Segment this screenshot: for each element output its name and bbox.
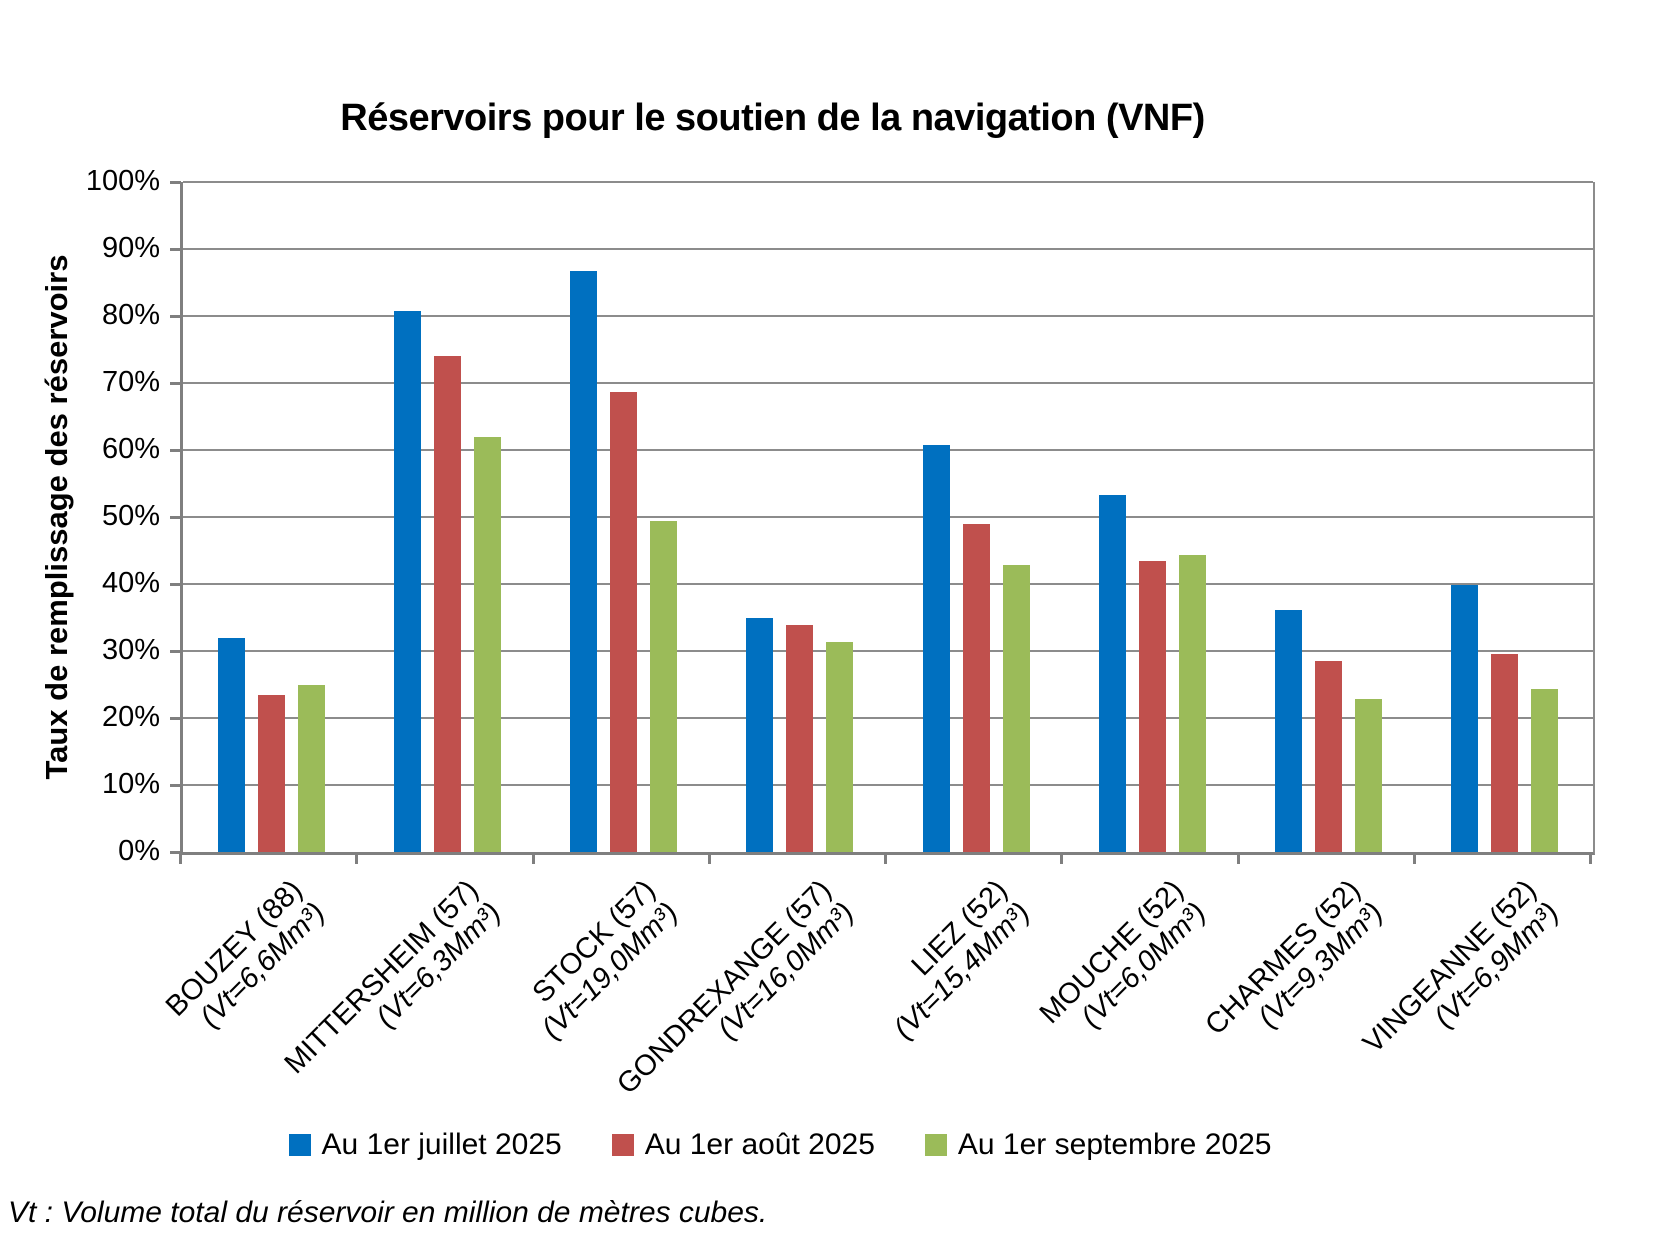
legend: Au 1er juillet 2025 Au 1er août 2025 Au 1e… xyxy=(0,1128,1560,1162)
bar xyxy=(297,684,325,852)
gridline-70 xyxy=(183,382,1593,384)
gridline-100 xyxy=(183,181,1593,183)
x-tick-mark xyxy=(707,852,711,864)
bar xyxy=(433,356,461,852)
gridline-80 xyxy=(183,315,1593,317)
y-tick-label: 60% xyxy=(101,433,160,465)
legend-label: Au 1er juillet 2025 xyxy=(321,1128,562,1161)
y-tick-label: 10% xyxy=(101,768,160,800)
x-tick-mark xyxy=(179,852,182,864)
bar xyxy=(650,521,678,852)
gridline-20 xyxy=(183,717,1593,719)
x-tick-mark xyxy=(355,852,359,864)
x-tick-mark xyxy=(884,852,887,864)
legend-item: Au 1er juillet 2025 xyxy=(288,1128,562,1162)
bar-group-8 xyxy=(1417,182,1593,852)
gridline-60 xyxy=(183,449,1593,451)
bar xyxy=(217,637,245,852)
legend-item: Au 1er août 2025 xyxy=(611,1128,875,1162)
y-tick-mark xyxy=(170,516,181,519)
legend-swatch xyxy=(924,1134,947,1156)
bar xyxy=(610,392,638,852)
y-tick-mark xyxy=(170,315,181,318)
x-category-label: VINGEANNE (52) (Vt=6,9Mm³) xyxy=(1090,874,1565,1060)
y-tick-label: 40% xyxy=(101,567,160,599)
y-tick-mark xyxy=(170,717,181,720)
legend-label: Au 1er septembre 2025 xyxy=(957,1128,1272,1161)
y-tick-label: 80% xyxy=(101,299,160,331)
y-tick-mark xyxy=(170,851,181,854)
bar xyxy=(1315,661,1343,852)
bar xyxy=(786,624,814,852)
x-tick-mark xyxy=(1060,852,1064,864)
y-tick-mark xyxy=(170,784,181,787)
bar-group-3 xyxy=(536,182,712,852)
bar-group-5 xyxy=(888,182,1064,852)
bar xyxy=(1138,560,1166,852)
bar xyxy=(257,695,285,852)
bar xyxy=(473,436,501,852)
y-tick-label: 90% xyxy=(101,232,160,264)
bar xyxy=(962,524,990,852)
bar xyxy=(1002,564,1030,852)
bar-group-6 xyxy=(1064,182,1240,852)
bar xyxy=(826,641,854,852)
bar xyxy=(746,618,774,852)
gridline-10 xyxy=(183,784,1593,786)
y-tick-mark xyxy=(170,248,181,251)
bar xyxy=(1491,654,1519,852)
x-category-label-text: VINGEANNE (52) (Vt=6,9Mm³) xyxy=(1216,874,1565,1223)
gridline-40 xyxy=(183,583,1593,585)
bar-group-1 xyxy=(183,182,359,852)
bar-group-4 xyxy=(712,182,888,852)
y-tick-label: 50% xyxy=(101,500,160,532)
x-tick-mark xyxy=(1236,852,1240,864)
y-tick-label: 20% xyxy=(101,701,160,733)
x-tick-mark xyxy=(1412,852,1416,864)
footnote: Vt : Volume total du réservoir en millio… xyxy=(8,1196,768,1229)
plot-area xyxy=(180,181,1595,855)
bar xyxy=(1098,494,1126,852)
gridline-30 xyxy=(183,650,1593,652)
y-tick-mark xyxy=(170,449,181,452)
gridline-90 xyxy=(183,248,1593,250)
chart-title: Réservoirs pour le soutien de la navigat… xyxy=(340,97,1205,139)
legend-swatch xyxy=(288,1134,311,1156)
y-tick-mark xyxy=(170,650,181,653)
bar xyxy=(922,444,950,852)
bar-groups xyxy=(183,182,1593,852)
y-tick-label: 70% xyxy=(101,366,160,398)
legend-item: Au 1er septembre 2025 xyxy=(924,1128,1272,1162)
bar xyxy=(1355,698,1383,852)
y-tick-mark xyxy=(170,583,181,586)
y-tick-mark xyxy=(170,181,181,184)
legend-label: Au 1er août 2025 xyxy=(644,1128,875,1161)
gridline-50 xyxy=(183,516,1593,518)
bar xyxy=(570,271,598,852)
y-tick-mark xyxy=(170,382,181,385)
bar xyxy=(1451,584,1479,852)
x-tick-mark xyxy=(531,852,535,864)
bar xyxy=(1275,609,1303,852)
bar xyxy=(1178,554,1206,852)
y-tick-label: 0% xyxy=(118,835,160,867)
x-tick-mark xyxy=(1589,852,1592,864)
bar-group-7 xyxy=(1241,182,1417,852)
y-tick-label: 100% xyxy=(85,165,160,197)
bar xyxy=(1531,689,1559,852)
y-tick-label: 30% xyxy=(101,634,160,666)
legend-swatch xyxy=(611,1134,634,1156)
bar-group-2 xyxy=(359,182,535,852)
bar xyxy=(393,311,421,852)
